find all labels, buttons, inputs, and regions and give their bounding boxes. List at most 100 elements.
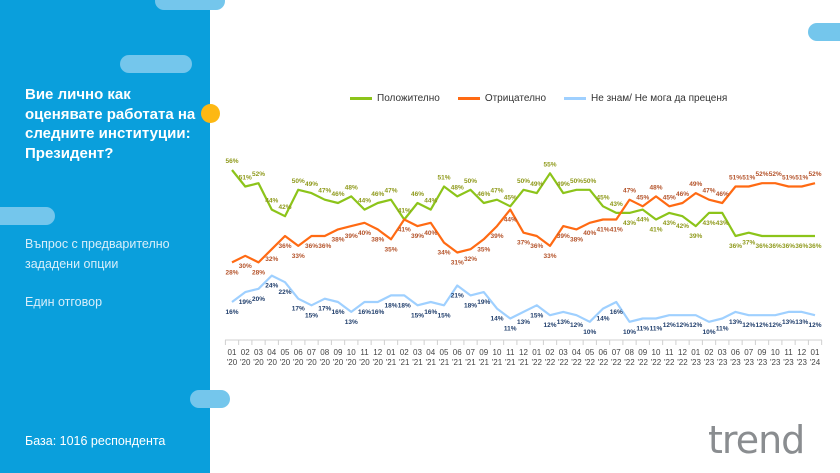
legend-swatch <box>350 97 372 100</box>
x-tick-label-month: 11 <box>506 348 515 357</box>
x-tick-label-month: 06 <box>731 348 740 357</box>
data-label: 44% <box>504 217 517 224</box>
x-tick-label-month: 10 <box>652 348 661 357</box>
data-label: 39% <box>345 233 358 240</box>
data-label: 41% <box>596 227 609 234</box>
x-tick-label-year: '20 <box>280 358 291 367</box>
data-label: 44% <box>358 198 371 205</box>
x-tick-label-month: 01 <box>532 348 541 357</box>
x-tick-label-month: 09 <box>638 348 647 357</box>
x-tick-label-month: 09 <box>479 348 488 357</box>
data-label: 13% <box>729 319 742 326</box>
x-tick-label-month: 06 <box>294 348 303 357</box>
legend-item-negative: Отрицателно <box>457 93 546 104</box>
x-tick-label-year: '21 <box>492 358 503 367</box>
data-label: 33% <box>543 253 556 260</box>
x-tick-label-year: '21 <box>412 358 423 367</box>
data-label: 17% <box>318 306 331 313</box>
data-label: 48% <box>345 184 358 191</box>
data-label: 39% <box>490 233 503 240</box>
data-label: 42% <box>676 223 689 230</box>
data-label: 19% <box>477 299 490 306</box>
x-tick-label-month: 12 <box>678 348 687 357</box>
data-label: 16% <box>358 309 371 316</box>
legend-item-unknown: Не знам/ Не мога да преценя <box>564 93 727 104</box>
data-label: 46% <box>477 191 490 198</box>
x-tick-label-year: '22 <box>677 358 688 367</box>
legend-item-positive: Положително <box>350 93 440 104</box>
legend-swatch <box>564 97 587 100</box>
data-label: 33% <box>292 253 305 260</box>
data-label: 11% <box>650 326 663 333</box>
data-label: 12% <box>676 322 689 329</box>
data-label: 49% <box>305 181 318 188</box>
data-label: 32% <box>265 256 278 263</box>
data-label: 51% <box>782 175 795 182</box>
data-label: 51% <box>437 175 450 182</box>
x-tick-label-year: '20 <box>227 358 238 367</box>
data-label: 28% <box>252 269 265 276</box>
data-label: 12% <box>742 322 755 329</box>
data-label: 14% <box>596 316 609 323</box>
question-type-line2: зададени опции <box>25 257 119 271</box>
x-tick-label-year: '22 <box>545 358 556 367</box>
data-label: 43% <box>702 220 715 227</box>
x-tick-label-month: 03 <box>254 348 263 357</box>
x-tick-label-month: 06 <box>453 348 462 357</box>
x-tick-label-month: 04 <box>572 348 581 357</box>
data-label: 52% <box>769 171 782 178</box>
x-tick-label-year: '21 <box>439 358 450 367</box>
data-label: 10% <box>623 329 636 336</box>
data-label: 46% <box>716 191 729 198</box>
data-label: 40% <box>583 230 596 237</box>
x-tick-label-month: 12 <box>797 348 806 357</box>
x-tick-label-year: '23 <box>783 358 794 367</box>
legend-label: Положително <box>377 93 440 104</box>
x-tick-label-month: 05 <box>440 348 449 357</box>
data-label: 51% <box>742 175 755 182</box>
data-label: 13% <box>782 319 795 326</box>
x-tick-label-year: '23 <box>757 358 768 367</box>
data-label: 51% <box>795 175 808 182</box>
x-tick-label-year: '22 <box>585 358 596 367</box>
data-label: 47% <box>702 188 715 195</box>
data-label: 36% <box>318 243 331 250</box>
data-label: 11% <box>504 326 517 333</box>
x-tick-label-month: 11 <box>360 348 369 357</box>
x-tick-label-year: '23 <box>797 358 808 367</box>
x-tick-label-year: '21 <box>518 358 529 367</box>
data-label: 12% <box>769 322 782 329</box>
x-tick-label-month: 01 <box>691 348 700 357</box>
x-tick-label-month: 11 <box>784 348 793 357</box>
data-label: 32% <box>464 256 477 263</box>
x-tick-label-year: '20 <box>253 358 264 367</box>
x-tick-label-month: 02 <box>705 348 714 357</box>
data-label: 47% <box>490 188 503 195</box>
x-tick-label-month: 01 <box>228 348 237 357</box>
data-label: 52% <box>808 171 821 178</box>
x-tick-label-month: 11 <box>665 348 674 357</box>
decor-pill <box>190 390 230 408</box>
x-tick-label-year: '21 <box>399 358 410 367</box>
x-tick-label-year: '20 <box>267 358 278 367</box>
x-tick-label-year: '20 <box>306 358 317 367</box>
decor-pill <box>120 55 192 73</box>
data-label: 50% <box>464 178 477 185</box>
data-label: 17% <box>292 306 305 313</box>
data-label: 24% <box>265 283 278 290</box>
x-tick-label-month: 03 <box>718 348 727 357</box>
data-label: 38% <box>331 236 344 243</box>
data-label: 16% <box>225 309 238 316</box>
x-tick-label-month: 02 <box>241 348 250 357</box>
x-tick-label-month: 09 <box>758 348 767 357</box>
data-label: 41% <box>398 227 411 234</box>
legend-swatch <box>457 97 480 100</box>
x-tick-label-month: 10 <box>493 348 502 357</box>
data-label: 41% <box>398 208 411 215</box>
x-tick-label-year: '20 <box>320 358 331 367</box>
x-tick-label-year: '21 <box>465 358 476 367</box>
data-label: 52% <box>252 171 265 178</box>
x-tick-label-month: 05 <box>281 348 290 357</box>
data-label: 43% <box>663 220 676 227</box>
x-tick-label-month: 08 <box>625 348 634 357</box>
